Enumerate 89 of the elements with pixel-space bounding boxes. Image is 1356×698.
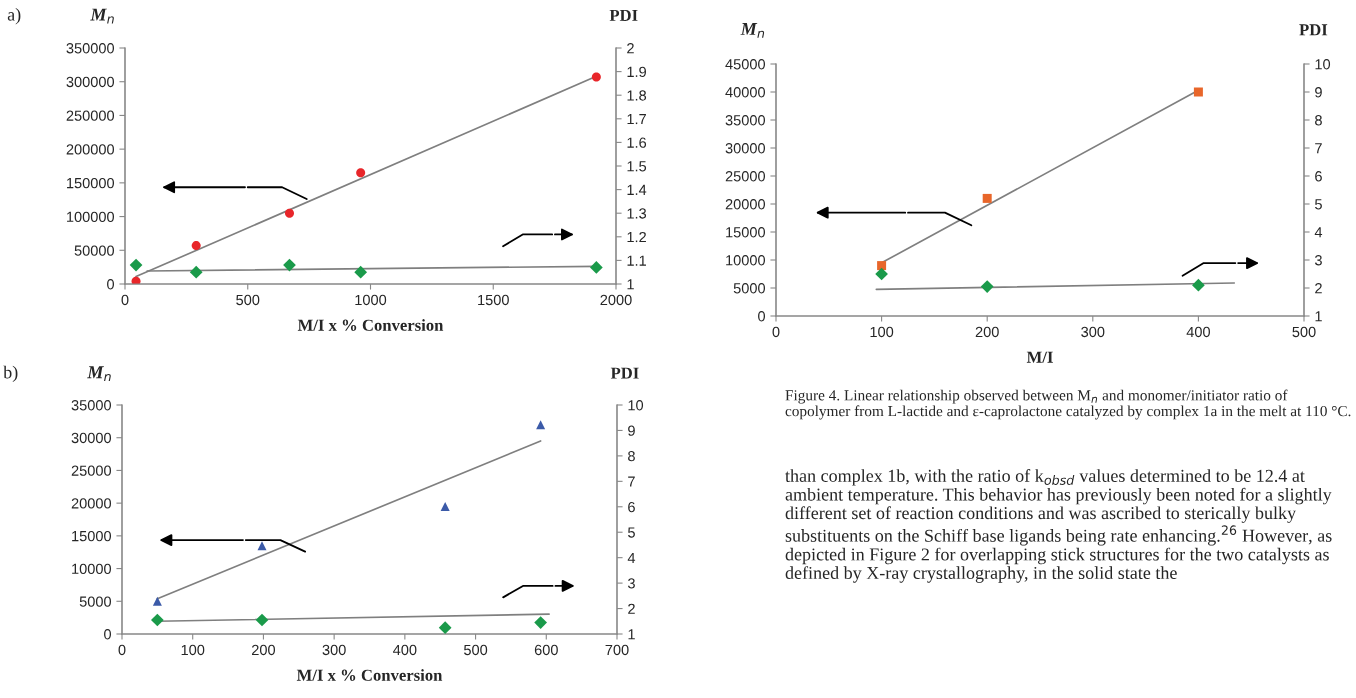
y-tick-label: 250000 — [66, 110, 115, 121]
y2-tick-label: 1 — [627, 279, 634, 290]
y-tick-label: 25000 — [71, 465, 112, 476]
y-tick-label: 30000 — [71, 432, 112, 444]
x-tick-label: 500 — [1292, 326, 1316, 338]
y2-tick-label: 1.3 — [627, 208, 647, 219]
x-tick-label: 1500 — [478, 294, 509, 306]
y-tick-label: 35000 — [725, 115, 766, 126]
y2-tick-label: 4 — [1314, 227, 1323, 238]
y2-tick-label: 9 — [1315, 87, 1322, 98]
y-tick-label: 20000 — [725, 199, 766, 210]
x-tick-label: 100 — [181, 644, 205, 656]
y2-axis-title: PDI — [610, 367, 639, 379]
y2-tick-label: 3 — [627, 578, 635, 589]
y2-axis-title: PDI — [1299, 24, 1328, 36]
y-tick-label: 150000 — [67, 177, 115, 189]
y-tick-label: 200000 — [66, 144, 115, 155]
y2-tick-label: 5 — [628, 527, 635, 538]
x-tick-label: 700 — [605, 644, 629, 656]
caption: Figure 4. Linear relationship observed between M$_{n}$ and monomer/initiator ratio of copolymer from L-lactide and ε-caprolactone catalyzed by complex 1a in the melt at 110 °C. — [785, 389, 1351, 420]
y-tick-label: 15000 — [726, 227, 766, 238]
y2-tick-label: 1 — [628, 629, 635, 640]
y-tick-label: 5000 — [733, 283, 766, 294]
y2-tick-label: 1.9 — [627, 66, 646, 78]
y2-tick-label: 5 — [1315, 199, 1322, 210]
x-tick-label: 0 — [118, 644, 126, 656]
y-tick-label: 10000 — [726, 255, 766, 266]
y-axis-title: M$_{n}$ — [740, 23, 765, 38]
x-tick-label: 100 — [870, 326, 894, 338]
y-tick-label: 45000 — [725, 59, 766, 70]
y2-tick-label: 1.5 — [627, 161, 647, 172]
y2-tick-label: 6 — [628, 501, 635, 513]
y-axis-title: M$_{n}$ — [90, 8, 114, 24]
y2-tick-label: 3 — [1314, 255, 1322, 266]
x-tick-label: 500 — [236, 294, 260, 306]
y-tick-label: 10000 — [72, 563, 112, 574]
x-axis-title: M/I x % Conversion — [296, 669, 443, 681]
text: b) — [3, 365, 18, 383]
text: than complex 1b, with the ratio of k$_{obsd}$ values determined to be 12.4 at ambient temperature. This behavior has previously been noted for a slightly different set of reaction conditions and was ascribed to sterically bulky substituents on the Schiff base ligands being rate enhancing.$^{26}$ However, as depicted in Figure 2 for overlapping stick structures for the two catalysts as defined by X-ray crystallography, in the solid state the — [785, 469, 1332, 583]
y2-tick-label: 2 — [627, 43, 634, 54]
y2-tick-label: 2 — [1315, 283, 1322, 294]
x-tick-label: 300 — [322, 644, 346, 656]
y-axis-title: M$_{n}$ — [87, 366, 111, 382]
y2-tick-label: 1.1 — [627, 255, 646, 266]
x-tick-label: 200 — [252, 644, 276, 656]
y2-tick-label: 1.4 — [627, 184, 647, 195]
y2-tick-label: 8 — [628, 450, 635, 462]
y2-tick-label: 10 — [628, 400, 644, 411]
x-tick-label: 500 — [463, 644, 488, 656]
y2-tick-label: 9 — [628, 425, 635, 436]
y-tick-label: 20000 — [71, 498, 112, 509]
y-tick-label: 100000 — [67, 211, 115, 222]
x-tick-label: 400 — [1186, 326, 1210, 338]
text: a) — [7, 8, 21, 25]
x-tick-label: 400 — [393, 644, 417, 656]
y-tick-label: 350000 — [66, 43, 115, 54]
y2-tick-label: 1.6 — [627, 137, 647, 148]
y-tick-label: 5000 — [79, 596, 112, 607]
x-axis-title: M/I x % Conversion — [297, 319, 444, 331]
y-tick-label: 50000 — [74, 245, 115, 256]
y2-tick-label: 4 — [627, 552, 636, 563]
y2-tick-label: 6 — [1315, 171, 1322, 182]
y-tick-label: 15000 — [72, 530, 112, 542]
x-tick-label: 0 — [772, 326, 780, 338]
y2-tick-label: 2 — [628, 603, 635, 614]
y2-tick-label: 7 — [628, 476, 635, 487]
y-tick-label: 300000 — [66, 76, 115, 88]
x-axis-title: M/I — [1026, 351, 1053, 363]
y2-tick-label: 1 — [1315, 311, 1322, 322]
x-tick-label: 600 — [534, 644, 558, 656]
y-tick-label: 0 — [107, 279, 115, 290]
y2-axis-title: PDI — [609, 9, 638, 21]
x-tick-label: 0 — [121, 294, 129, 306]
y-tick-label: 0 — [758, 311, 766, 322]
y-tick-label: 25000 — [725, 171, 766, 182]
x-tick-label: 200 — [975, 326, 999, 338]
y2-tick-label: 8 — [1315, 115, 1322, 126]
y2-tick-label: 1.2 — [627, 231, 646, 243]
y-tick-label: 0 — [104, 629, 112, 640]
y-tick-label: 35000 — [71, 400, 112, 411]
x-tick-label: 300 — [1081, 326, 1105, 338]
y-tick-label: 40000 — [725, 87, 766, 98]
y2-tick-label: 7 — [1315, 143, 1322, 154]
y2-tick-label: 1.8 — [627, 90, 647, 101]
y2-tick-label: 1.7 — [627, 114, 646, 125]
x-tick-label: 1000 — [355, 294, 387, 306]
x-tick-label: 2000 — [600, 294, 632, 306]
y-tick-label: 30000 — [725, 143, 766, 154]
y2-tick-label: 10 — [1315, 59, 1331, 70]
